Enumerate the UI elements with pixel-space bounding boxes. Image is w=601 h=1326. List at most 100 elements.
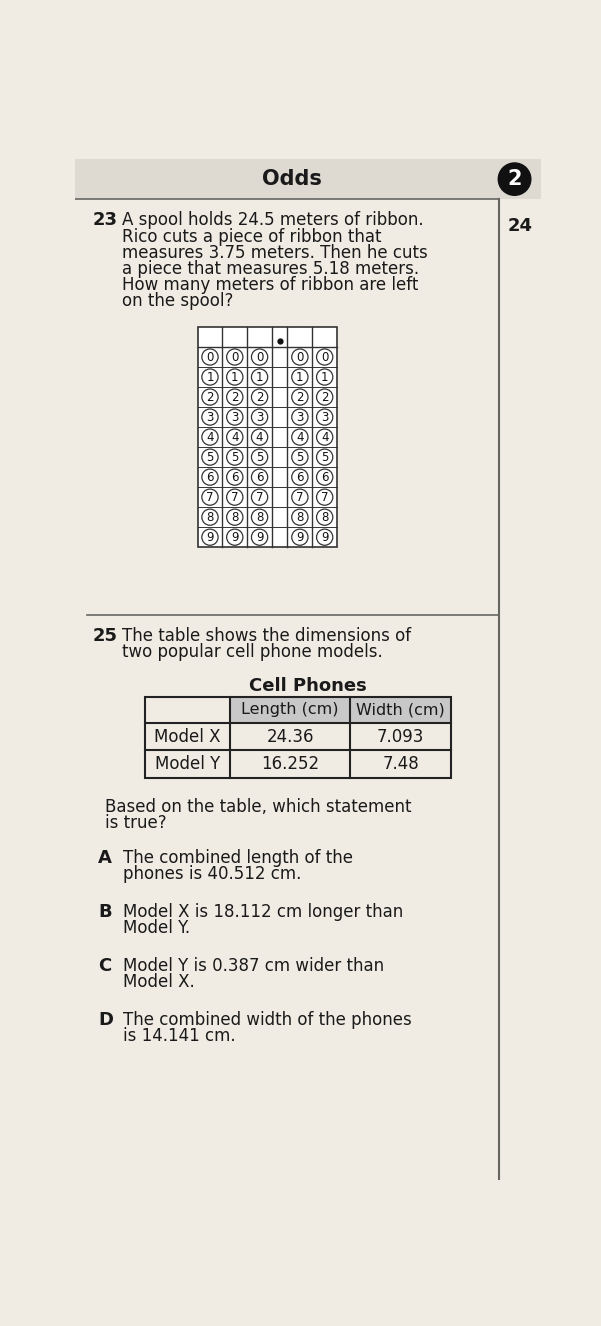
Text: 7.093: 7.093: [377, 728, 424, 745]
Text: 9: 9: [256, 530, 263, 544]
Circle shape: [251, 529, 267, 545]
Circle shape: [291, 509, 308, 525]
Circle shape: [251, 369, 267, 385]
Text: Length (cm): Length (cm): [242, 703, 339, 717]
Bar: [198, 328, 337, 548]
Text: 1: 1: [231, 370, 239, 383]
Text: 8: 8: [206, 511, 214, 524]
Circle shape: [317, 529, 333, 545]
Text: 3: 3: [256, 411, 263, 423]
Text: C: C: [99, 957, 112, 975]
Text: 6: 6: [256, 471, 263, 484]
Text: 2: 2: [507, 170, 522, 190]
Text: Model Y: Model Y: [155, 756, 220, 773]
Circle shape: [251, 408, 267, 426]
Text: 16.252: 16.252: [261, 756, 319, 773]
Circle shape: [291, 489, 308, 505]
Circle shape: [317, 450, 333, 465]
Circle shape: [251, 349, 267, 365]
Text: 0: 0: [321, 350, 328, 363]
Circle shape: [317, 408, 333, 426]
Circle shape: [317, 369, 333, 385]
Text: 8: 8: [296, 511, 304, 524]
Text: 8: 8: [321, 511, 328, 524]
Text: 7: 7: [321, 491, 328, 504]
Text: two popular cell phone models.: two popular cell phone models.: [121, 643, 382, 662]
Text: phones is 40.512 cm.: phones is 40.512 cm.: [123, 865, 302, 883]
Circle shape: [202, 349, 218, 365]
Text: 7.48: 7.48: [382, 756, 419, 773]
Text: 8: 8: [231, 511, 239, 524]
Text: 6: 6: [296, 471, 304, 484]
Text: 0: 0: [296, 350, 304, 363]
Circle shape: [202, 469, 218, 485]
Text: 9: 9: [321, 530, 328, 544]
Circle shape: [227, 489, 243, 505]
Text: 23: 23: [92, 211, 117, 229]
Text: Model X.: Model X.: [123, 973, 195, 991]
Circle shape: [227, 430, 243, 446]
Text: Model X: Model X: [154, 728, 221, 745]
Circle shape: [227, 349, 243, 365]
Text: The combined length of the: The combined length of the: [123, 849, 353, 867]
Circle shape: [227, 450, 243, 465]
Text: D: D: [99, 1010, 114, 1029]
Text: 4: 4: [296, 431, 304, 444]
Text: Width (cm): Width (cm): [356, 703, 445, 717]
Text: Based on the table, which statement: Based on the table, which statement: [105, 798, 411, 817]
Text: 3: 3: [231, 411, 239, 423]
Text: is true?: is true?: [105, 814, 166, 833]
Text: 5: 5: [231, 451, 239, 464]
Text: 7: 7: [231, 491, 239, 504]
Text: 4: 4: [206, 431, 214, 444]
Circle shape: [202, 529, 218, 545]
Circle shape: [317, 389, 333, 406]
Text: 7: 7: [206, 491, 214, 504]
Circle shape: [317, 469, 333, 485]
Text: Cell Phones: Cell Phones: [249, 676, 367, 695]
Circle shape: [291, 349, 308, 365]
Text: 1: 1: [256, 370, 263, 383]
Circle shape: [251, 469, 267, 485]
Text: 5: 5: [256, 451, 263, 464]
Circle shape: [291, 389, 308, 406]
Circle shape: [251, 509, 267, 525]
Circle shape: [202, 369, 218, 385]
Text: The table shows the dimensions of: The table shows the dimensions of: [121, 627, 410, 646]
Bar: [145, 696, 451, 778]
Text: 2: 2: [256, 391, 263, 403]
Text: 2: 2: [296, 391, 304, 403]
Text: 7: 7: [256, 491, 263, 504]
Text: Model Y.: Model Y.: [123, 919, 191, 937]
Circle shape: [227, 469, 243, 485]
Text: 25: 25: [92, 627, 117, 646]
Circle shape: [227, 389, 243, 406]
Circle shape: [251, 489, 267, 505]
Text: 4: 4: [321, 431, 328, 444]
Text: 1: 1: [206, 370, 214, 383]
Circle shape: [251, 450, 267, 465]
Text: 6: 6: [206, 471, 214, 484]
Circle shape: [317, 489, 333, 505]
Circle shape: [291, 408, 308, 426]
Text: is 14.141 cm.: is 14.141 cm.: [123, 1026, 236, 1045]
Circle shape: [227, 529, 243, 545]
Text: 3: 3: [206, 411, 214, 423]
Bar: [75, 159, 541, 199]
Circle shape: [202, 509, 218, 525]
Text: 2: 2: [321, 391, 328, 403]
Circle shape: [227, 509, 243, 525]
Circle shape: [202, 489, 218, 505]
Text: 1: 1: [296, 370, 304, 383]
Circle shape: [227, 408, 243, 426]
Text: 2: 2: [206, 391, 214, 403]
Circle shape: [202, 408, 218, 426]
Text: The combined width of the phones: The combined width of the phones: [123, 1010, 412, 1029]
Circle shape: [498, 163, 531, 195]
Text: Model Y is 0.387 cm wider than: Model Y is 0.387 cm wider than: [123, 957, 384, 975]
Circle shape: [317, 349, 333, 365]
Text: 0: 0: [206, 350, 214, 363]
Circle shape: [227, 369, 243, 385]
Text: Model X is 18.112 cm longer than: Model X is 18.112 cm longer than: [123, 903, 403, 922]
Text: 24: 24: [507, 217, 532, 235]
